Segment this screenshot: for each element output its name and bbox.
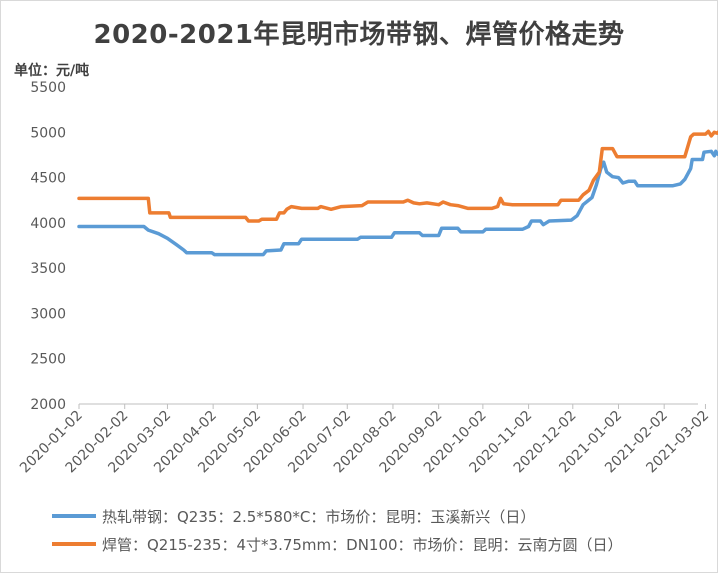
legend-item-welded-pipe: 焊管：Q215-235：4寸*3.75mm：DN100：市场价：昆明：云南方圆（… [52,532,623,556]
y-axis-unit-label: 单位：元/吨 [14,63,90,79]
series-line-strip-steel [77,149,718,257]
y-tick-label: 4000 [30,216,66,232]
legend-item-strip-steel: 热轧带钢：Q235：2.5*580*C：市场价：昆明：玉溪新兴（日） [52,504,535,528]
y-tick-label: 3500 [30,261,66,277]
legend-label-welded-pipe: 焊管：Q215-235：4寸*3.75mm：DN100：市场价：昆明：云南方圆（… [102,535,623,554]
y-tick-label: 4500 [30,171,66,187]
y-tick-label: 2000 [30,397,66,413]
y-tick-label: 5500 [30,80,66,96]
legend-swatch-welded-pipe [52,542,96,546]
y-tick-label: 2500 [30,352,66,368]
chart-title: 2020-2021年昆明市场带钢、焊管价格走势 [93,20,625,50]
y-tick-label: 3000 [30,306,66,322]
legend-label-strip-steel: 热轧带钢：Q235：2.5*580*C：市场价：昆明：玉溪新兴（日） [102,507,536,526]
series-line-welded-pipe [77,129,718,223]
legend-swatch-strip-steel [52,514,96,518]
y-tick-label: 5000 [30,125,66,141]
